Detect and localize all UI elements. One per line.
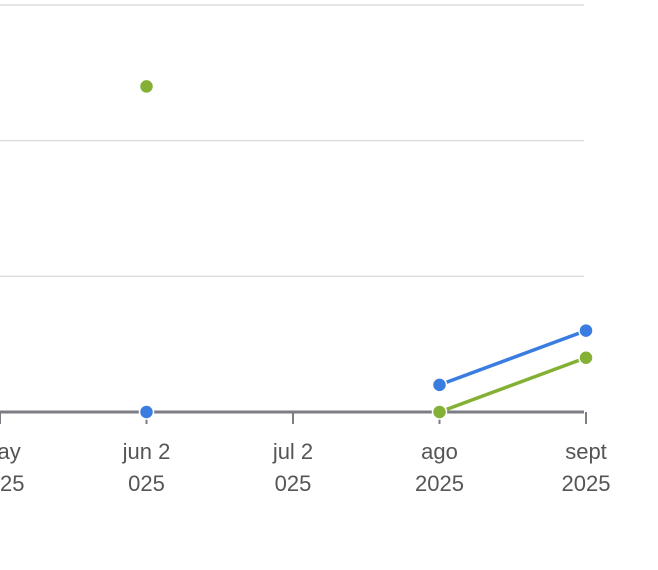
data-point bbox=[431, 404, 448, 420]
series-line bbox=[438, 356, 587, 414]
data-point bbox=[138, 404, 155, 420]
data-point bbox=[138, 78, 155, 95]
x-tick-label: ago 2025 bbox=[415, 439, 464, 496]
x-tick-label: may 2025 bbox=[0, 439, 25, 496]
data-point bbox=[431, 377, 448, 393]
x-tick-label: sept 2025 bbox=[561, 439, 611, 496]
x-tick-label: jun 2025 bbox=[122, 439, 171, 496]
series-line bbox=[438, 328, 587, 387]
x-tick-label: jul 2025 bbox=[272, 439, 314, 496]
data-point bbox=[578, 322, 594, 339]
data-point bbox=[578, 349, 594, 366]
